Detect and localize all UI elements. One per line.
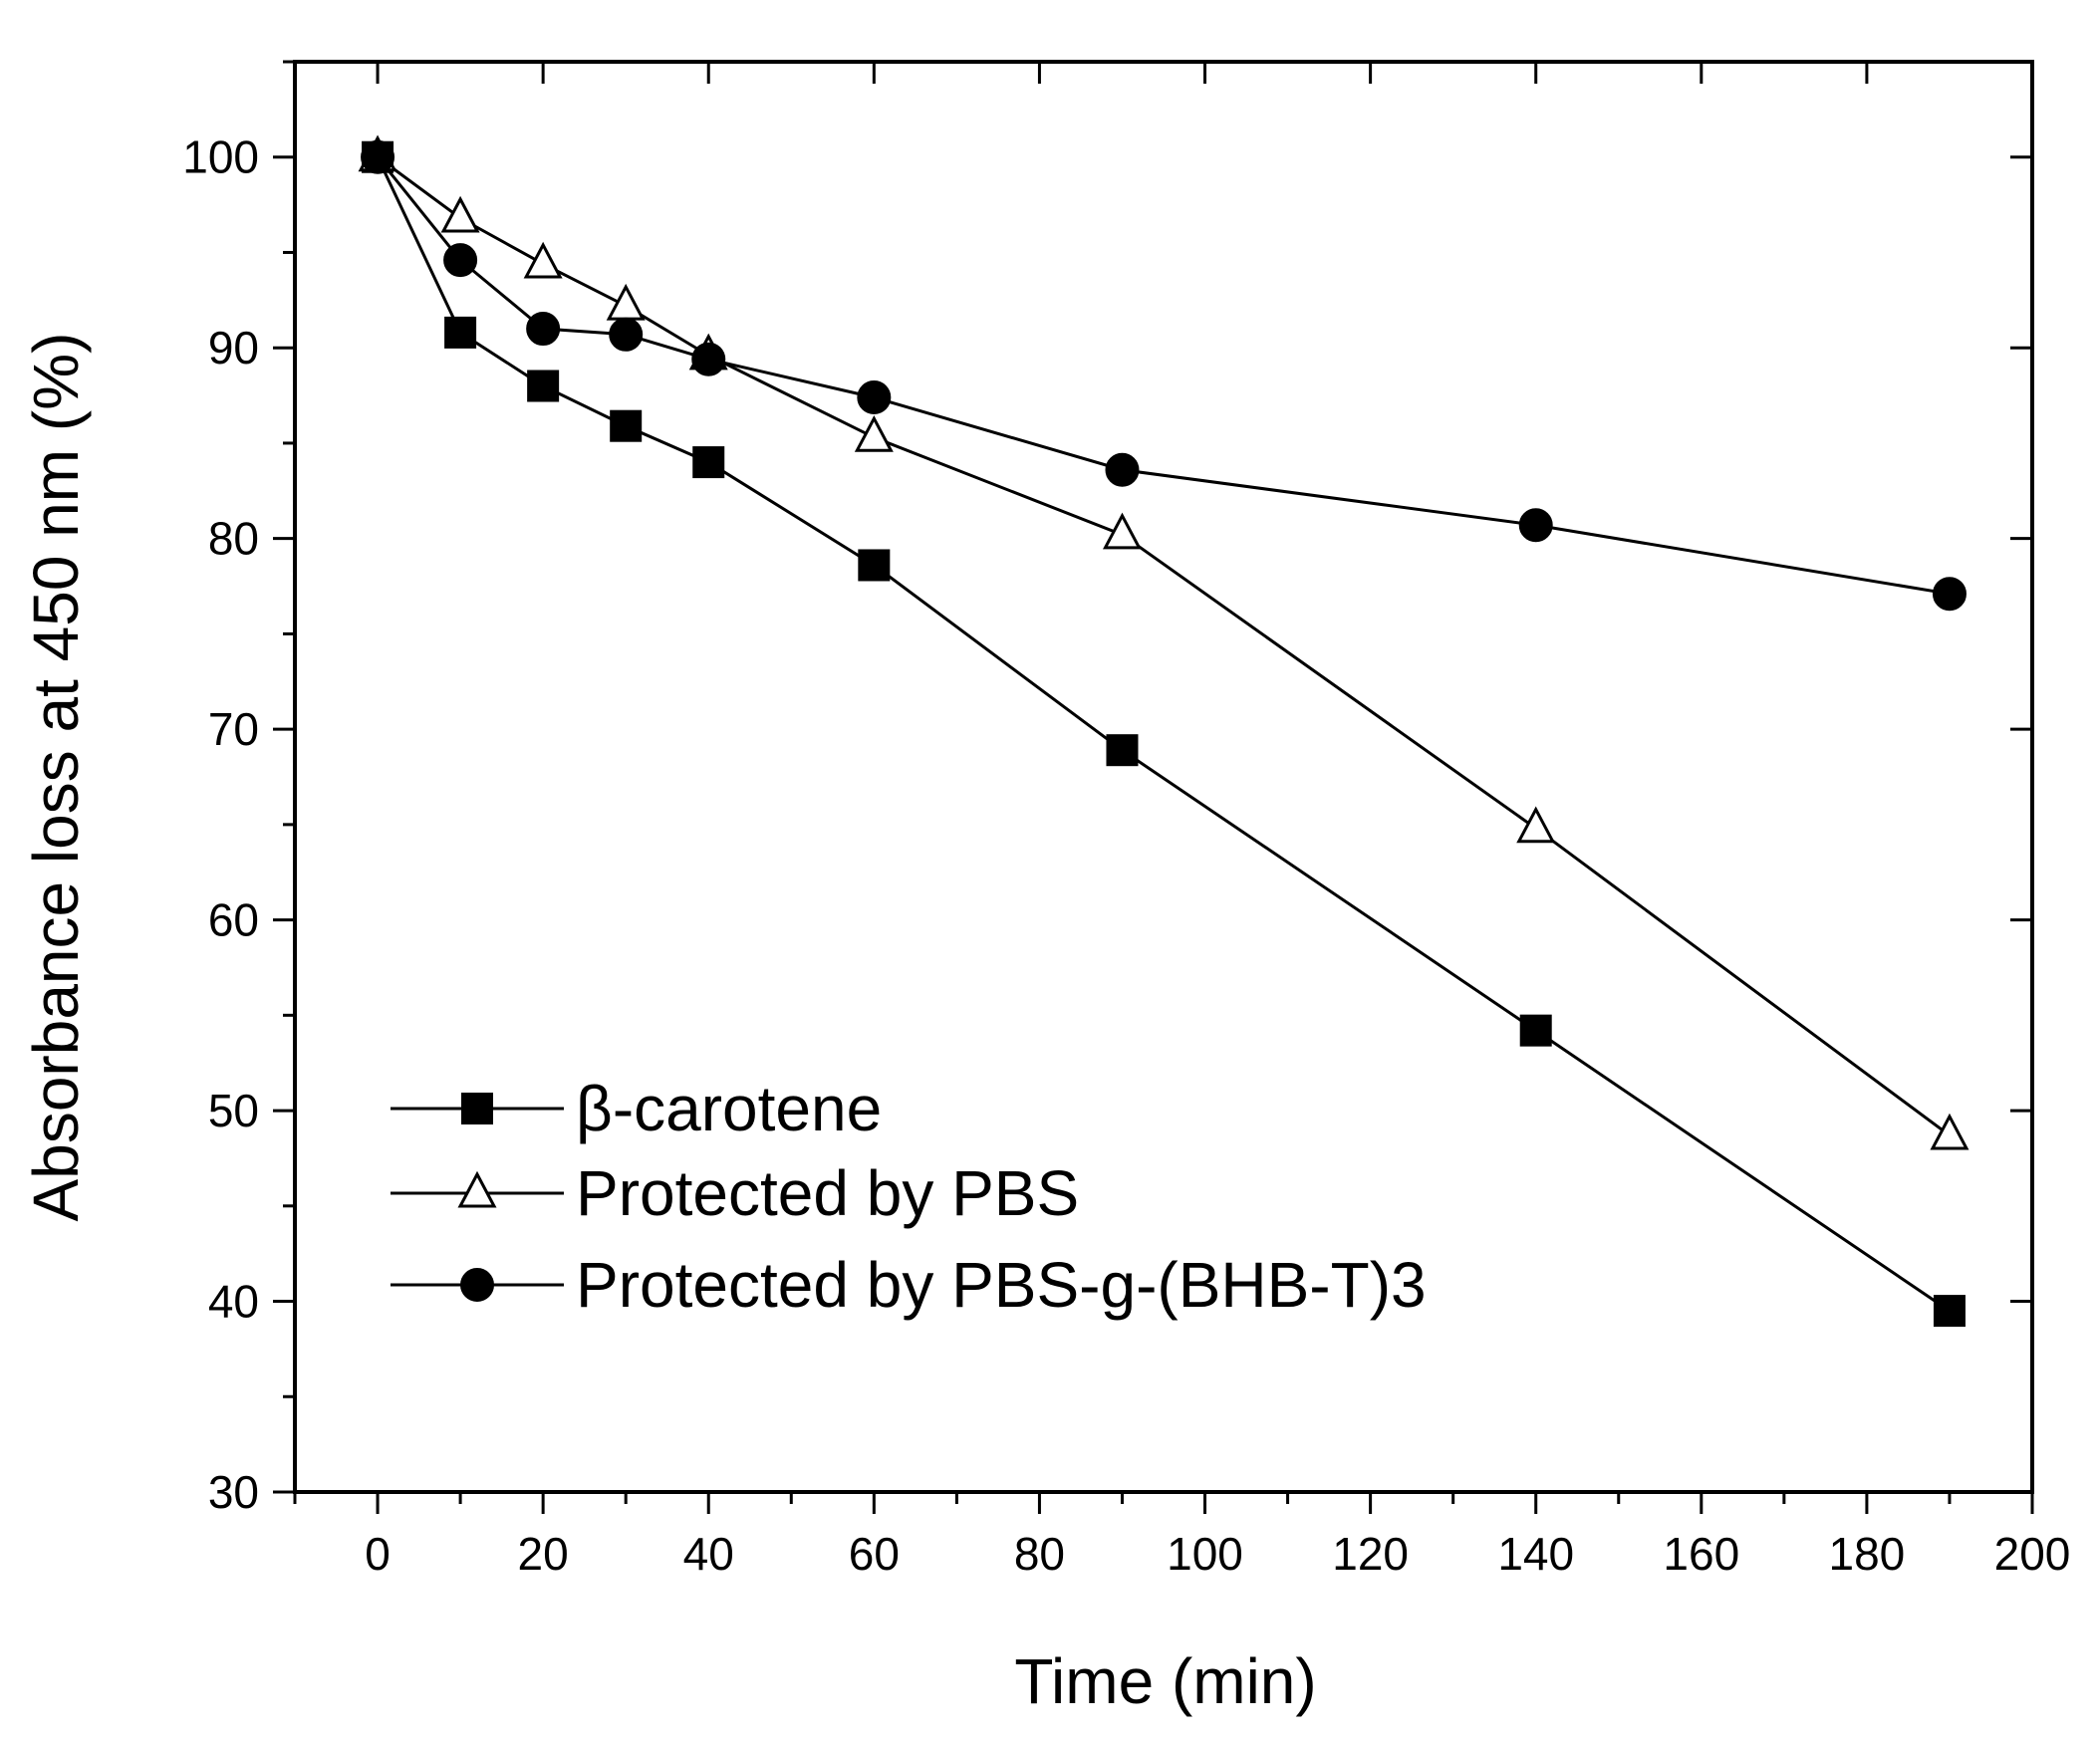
y-axis-title: Absorbance loss at 450 nm (%)	[20, 333, 92, 1222]
x-tick-label: 60	[849, 1528, 900, 1580]
legend-label: Protected by PBS-g-(BHB-T)3	[576, 1249, 1427, 1321]
data-point	[692, 446, 725, 479]
data-point	[606, 283, 646, 321]
axes: 0 20 40 60 80 100 120 140 160 180 200 30 40 50 60 70 80 9…	[182, 60, 2071, 1580]
data-point	[610, 409, 643, 442]
legend-item: Protected by PBS-g-(BHB-T)3	[391, 1249, 1427, 1321]
x-tick-label: 40	[683, 1528, 734, 1580]
data-point	[1106, 734, 1139, 767]
y-tick-label: 100	[182, 131, 259, 183]
data-point	[443, 243, 478, 278]
series-line	[376, 155, 1951, 596]
data-point	[1516, 806, 1556, 844]
x-tick-label: 160	[1663, 1528, 1739, 1580]
y-tick-label: 80	[208, 513, 259, 565]
x-axis-title: Time (min)	[1014, 1645, 1316, 1717]
x-tick-label: 120	[1332, 1528, 1409, 1580]
series-2	[358, 134, 1969, 1150]
y-tick-label: 60	[208, 894, 259, 946]
data-point	[1930, 1113, 1969, 1150]
data-point	[609, 317, 644, 352]
legend-label: Protected by PBS	[576, 1157, 1079, 1229]
data-point	[1519, 1014, 1552, 1047]
legend-marker	[457, 1170, 497, 1208]
x-tick-label: 100	[1167, 1528, 1243, 1580]
series-1	[362, 140, 1966, 1328]
y-tick-label: 90	[208, 322, 259, 374]
data-point	[857, 379, 892, 414]
series-layer	[358, 134, 1969, 1328]
data-point	[526, 312, 561, 347]
data-point	[1105, 452, 1140, 487]
data-point	[523, 241, 563, 279]
data-point	[444, 316, 477, 349]
legend-marker	[461, 1093, 493, 1124]
x-tick-label: 20	[518, 1528, 569, 1580]
legend: β-carotene Protected by PBS Protected by P…	[391, 1073, 1427, 1321]
data-point	[1933, 1295, 1966, 1328]
x-tick-label: 140	[1497, 1528, 1574, 1580]
data-point	[858, 549, 891, 582]
legend-item: β-carotene	[391, 1073, 882, 1144]
x-tick-label: 180	[1829, 1528, 1906, 1580]
plot-frame	[293, 60, 2034, 1494]
data-point	[361, 139, 395, 174]
legend-label: β-carotene	[576, 1073, 882, 1144]
x-tick-label: 200	[1994, 1528, 2071, 1580]
data-point	[1102, 512, 1142, 550]
y-tick-label: 70	[208, 703, 259, 755]
legend-marker	[460, 1268, 494, 1302]
data-point	[527, 370, 560, 402]
series-line	[377, 155, 1951, 1137]
data-point	[691, 342, 726, 376]
data-point	[1518, 508, 1553, 543]
series-3	[361, 139, 1967, 612]
data-point	[440, 195, 480, 233]
legend-item: Protected by PBS	[391, 1157, 1079, 1229]
y-tick-label: 50	[208, 1085, 259, 1136]
data-point	[854, 414, 894, 452]
x-tick-label: 0	[365, 1528, 391, 1580]
y-tick-label: 40	[208, 1276, 259, 1328]
x-tick-label: 80	[1014, 1528, 1065, 1580]
y-tick-label: 30	[208, 1466, 259, 1518]
data-point	[1932, 577, 1967, 612]
